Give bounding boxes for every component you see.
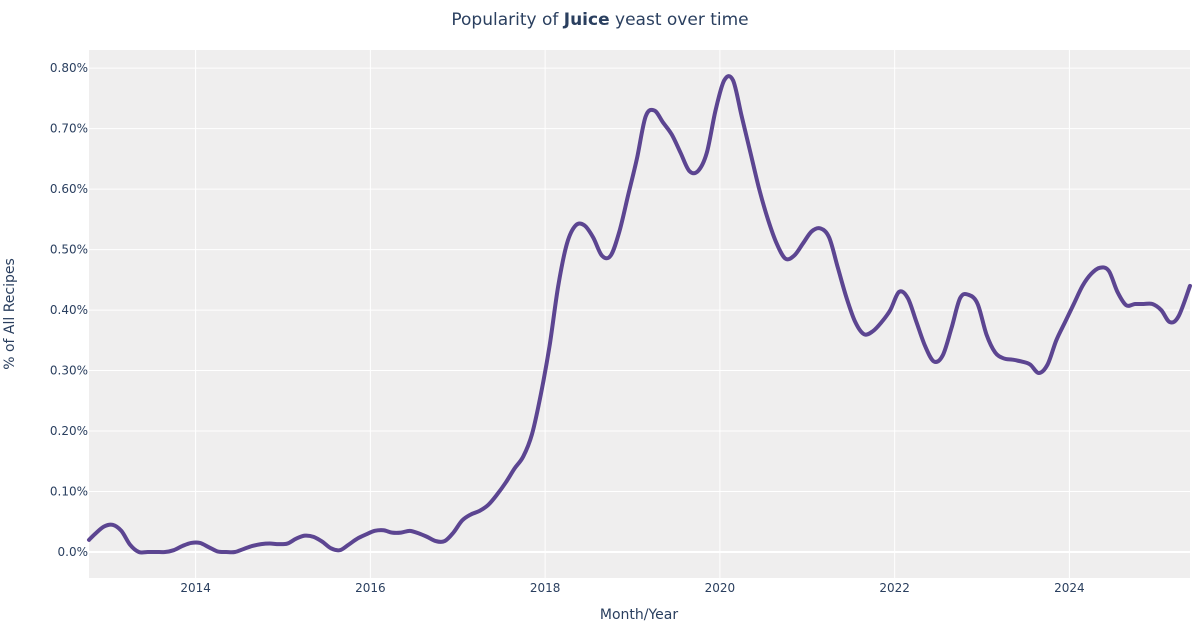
y-tick-label: 0.80% (50, 61, 88, 75)
y-tick-labels: 0.0% 0.10% 0.20% 0.30% 0.40% 0.50% 0.60% 0.70% 0… (50, 61, 88, 559)
y-tick-label: 0.70% (50, 122, 88, 136)
y-tick-label: 0.20% (50, 424, 88, 438)
series-line (87, 74, 1192, 555)
x-tick-label: 2020 (705, 581, 736, 595)
y-gridlines (89, 67, 1190, 553)
y-tick-label: 0.50% (50, 243, 88, 257)
x-tick-label: 2014 (180, 581, 211, 595)
chart-title-bold: Juice (563, 10, 610, 30)
x-axis-title: Month/Year (600, 607, 678, 623)
y-axis-title: % of All Recipes (2, 258, 18, 370)
chart-title-prefix: Popularity of (451, 10, 563, 30)
x-tick-label: 2018 (530, 581, 561, 595)
y-tick-label: 0.0% (58, 545, 89, 559)
plot-area (89, 50, 1190, 578)
y-tick-label: 0.30% (50, 364, 88, 378)
y-tick-label: 0.10% (50, 485, 88, 499)
x-tick-label: 2024 (1054, 581, 1085, 595)
x-tick-label: 2022 (879, 581, 910, 595)
chart-title-suffix: yeast over time (610, 10, 749, 30)
chart-title: Popularity of Juice yeast over time (451, 10, 748, 30)
y-tick-label: 0.60% (50, 182, 88, 196)
x-tick-label: 2016 (355, 581, 386, 595)
x-tick-labels: 2014 2016 2018 2020 2022 2024 (180, 581, 1084, 595)
y-tick-label: 0.40% (50, 303, 88, 317)
